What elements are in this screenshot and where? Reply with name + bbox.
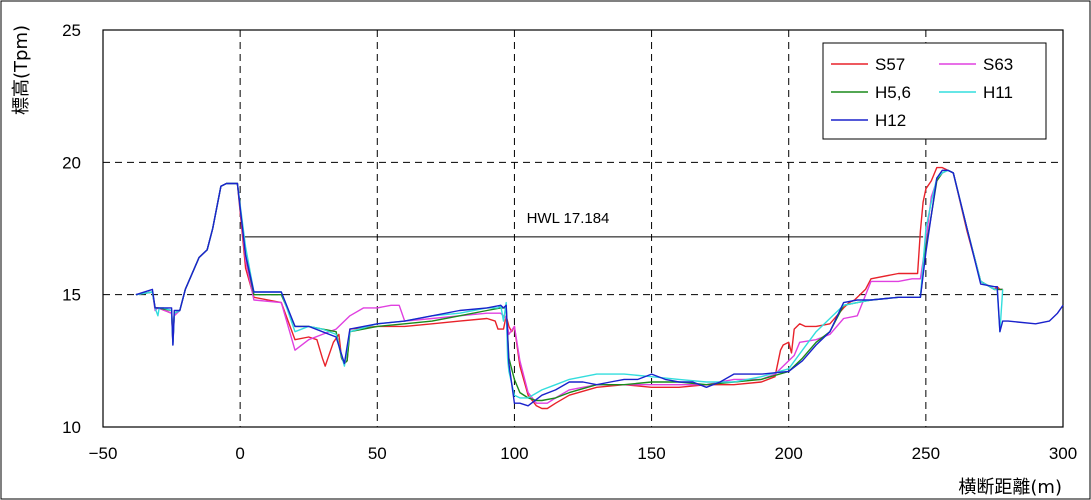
plot-area	[102, 29, 1064, 428]
hwl-label: HWL 17.184	[527, 210, 610, 227]
legend-label: H12	[875, 111, 906, 130]
legend-label: S57	[875, 55, 905, 74]
x-axis-label: 横断距離(m)	[958, 477, 1062, 498]
hwl-annotation: HWL 17.184	[242, 210, 924, 238]
tick-labels: −50 0 50 100 150 200 250 300 10 15 20 25	[62, 21, 1077, 463]
x-tick-label: 0	[235, 444, 244, 463]
legend-label: H5,6	[875, 83, 911, 102]
legend-box	[822, 42, 1047, 140]
x-tick-label: 50	[368, 444, 387, 463]
x-tick-label: −50	[89, 444, 118, 463]
legend-label: H11	[983, 83, 1013, 102]
y-tick-label: 20	[62, 153, 81, 172]
y-tick-label: 15	[62, 286, 81, 305]
legend-label: S63	[983, 55, 1013, 74]
series-line-h12	[135, 169, 1064, 407]
x-tick-label: 150	[637, 444, 665, 463]
legend: S57 S63 H5,6 H11 H12	[822, 42, 1047, 140]
y-tick-label: 25	[62, 21, 81, 40]
x-tick-label: 300	[1049, 444, 1077, 463]
x-tick-label: 200	[775, 444, 803, 463]
y-axis-label: 標高(Tpm)	[11, 25, 32, 115]
y-tick-label: 10	[62, 418, 81, 437]
x-tick-label: 100	[500, 444, 528, 463]
series-lines	[135, 166, 1064, 410]
x-tick-label: 250	[912, 444, 940, 463]
